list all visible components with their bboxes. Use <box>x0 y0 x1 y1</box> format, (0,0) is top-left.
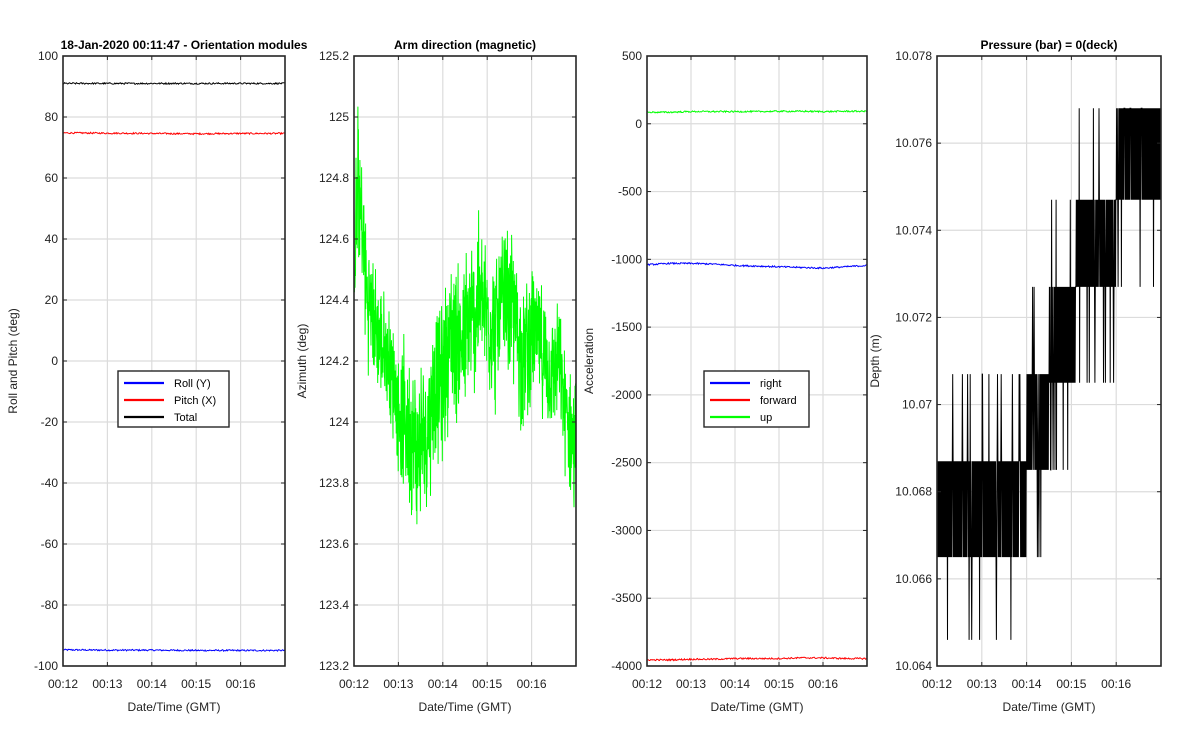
y-tick-label: 60 <box>45 171 59 185</box>
x-tick-label: 00:14 <box>428 677 458 691</box>
chart-title: 18-Jan-2020 00:11:47 - Orientation modul… <box>61 38 308 52</box>
y-tick-label: 123.8 <box>319 476 349 490</box>
legend-label: forward <box>760 395 797 407</box>
y-axis-label: Roll and Pitch (deg) <box>6 308 20 413</box>
x-tick-label: 00:16 <box>517 677 547 691</box>
y-tick-label: -4000 <box>611 659 642 673</box>
series-group <box>63 81 285 653</box>
x-tick-label: 00:15 <box>764 677 794 691</box>
y-tick-label: 100 <box>38 49 58 63</box>
y-tick-label: -2500 <box>611 456 642 470</box>
y-axis-label: Acceleration <box>582 328 596 394</box>
y-tick-label: 124.4 <box>319 293 349 307</box>
x-axis-label: Date/Time (GMT) <box>128 700 221 714</box>
x-axis-label: Date/Time (GMT) <box>711 700 804 714</box>
series-line-pitch-x- <box>63 131 285 136</box>
chart-title: Pressure (bar) = 0(deck) <box>980 38 1117 52</box>
series-group <box>647 109 867 662</box>
x-tick-label: 00:16 <box>226 677 256 691</box>
y-tick-label: -100 <box>34 659 58 673</box>
legend: right forward up <box>703 370 810 428</box>
x-tick-label: 00:13 <box>92 677 122 691</box>
legend-label: right <box>760 378 781 390</box>
y-tick-label: -40 <box>41 476 59 490</box>
x-tick-label: 00:13 <box>383 677 413 691</box>
axes-box <box>646 55 868 667</box>
x-tick-label: 00:15 <box>181 677 211 691</box>
y-tick-label: -80 <box>41 598 59 612</box>
x-tick-label: 00:16 <box>1101 677 1131 691</box>
y-tick-label: -3000 <box>611 523 642 537</box>
legend-label: Pitch (X) <box>174 395 216 407</box>
y-tick-label: 10.066 <box>895 572 932 586</box>
x-tick-label: 00:15 <box>1056 677 1086 691</box>
y-tick-label: 0 <box>51 354 58 368</box>
y-tick-label: 123.2 <box>319 659 349 673</box>
series-line-up <box>647 109 867 114</box>
y-tick-label: 10.068 <box>895 485 932 499</box>
y-tick-label: 80 <box>45 110 59 124</box>
y-tick-label: 10.076 <box>895 136 932 150</box>
x-tick-label: 00:12 <box>632 677 662 691</box>
x-tick-label: 00:14 <box>137 677 167 691</box>
x-tick-label: 00:12 <box>922 677 952 691</box>
y-tick-label: 123.4 <box>319 598 349 612</box>
y-tick-label: 123.6 <box>319 537 349 551</box>
chart-title: Arm direction (magnetic) <box>394 38 536 52</box>
y-tick-label: 10.074 <box>895 223 932 237</box>
x-tick-label: 00:16 <box>808 677 838 691</box>
legend-label: Total <box>174 412 197 424</box>
panel-4: 00:12 00:13 00:14 00:15 00:16 10.064 10.066 10.… <box>868 38 1162 714</box>
x-tick-label: 00:14 <box>720 677 750 691</box>
series-line-forward <box>647 656 867 662</box>
y-tick-label: 0 <box>635 117 642 131</box>
y-tick-label: 10.07 <box>902 398 932 412</box>
panel-3: 00:12 00:13 00:14 00:15 00:16 -4000 -3500 -3000… <box>582 49 868 714</box>
legend-label: Roll (Y) <box>174 378 211 390</box>
x-tick-label: 00:14 <box>1012 677 1042 691</box>
series-line-right <box>647 261 867 270</box>
series-line-total <box>63 81 285 86</box>
plot-area <box>647 56 867 666</box>
y-tick-label: -3500 <box>611 591 642 605</box>
y-tick-label: -1000 <box>611 252 642 266</box>
y-tick-label: 10.064 <box>895 659 932 673</box>
y-tick-label: 125 <box>329 110 349 124</box>
y-tick-label: -60 <box>41 537 59 551</box>
y-tick-label: -20 <box>41 415 59 429</box>
series-line-depth <box>937 107 1161 640</box>
axes-box <box>936 55 1162 667</box>
x-tick-label: 00:12 <box>48 677 78 691</box>
series-group <box>937 107 1161 640</box>
y-tick-label: 125.2 <box>319 49 349 63</box>
y-tick-label: 124.6 <box>319 232 349 246</box>
y-tick-label: 124.8 <box>319 171 349 185</box>
series-group <box>354 106 576 525</box>
x-tick-label: 00:13 <box>676 677 706 691</box>
legend: Roll (Y) Pitch (X) Total <box>117 370 230 428</box>
y-tick-label: 10.072 <box>895 310 932 324</box>
y-tick-label: 124.2 <box>319 354 349 368</box>
x-axis-label: Date/Time (GMT) <box>1003 700 1096 714</box>
panel-2: 00:12 00:13 00:14 00:15 00:16 123.2 123.4 123.6… <box>295 38 577 714</box>
series-line-azimuth <box>354 106 576 525</box>
y-axis-label: Depth (m) <box>868 334 882 387</box>
y-tick-label: 500 <box>622 49 642 63</box>
legend-label: up <box>760 412 772 424</box>
y-axis-label: Azimuth (deg) <box>295 324 309 399</box>
y-tick-label: 124 <box>329 415 349 429</box>
y-tick-label: -2000 <box>611 388 642 402</box>
y-tick-label: 40 <box>45 232 59 246</box>
x-axis-label: Date/Time (GMT) <box>419 700 512 714</box>
x-tick-label: 00:13 <box>967 677 997 691</box>
y-tick-label: 10.078 <box>895 49 932 63</box>
series-line-roll-y- <box>63 648 285 653</box>
panel-1: 00:12 00:13 00:14 00:15 00:16 -100 -80 -60 -40 -2… <box>6 38 308 714</box>
x-tick-label: 00:12 <box>339 677 369 691</box>
y-tick-label: 20 <box>45 293 59 307</box>
x-tick-label: 00:15 <box>472 677 502 691</box>
y-tick-label: -500 <box>618 185 642 199</box>
y-tick-label: -1500 <box>611 320 642 334</box>
